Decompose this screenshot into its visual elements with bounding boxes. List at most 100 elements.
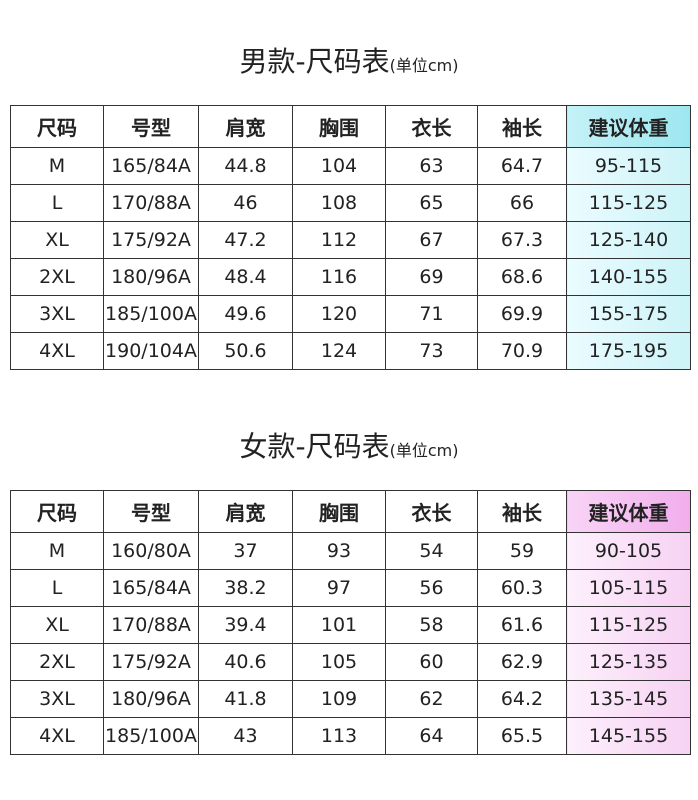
- cell: 190/104A: [103, 332, 199, 370]
- cell: 38.2: [198, 569, 293, 607]
- cell: 3XL: [10, 680, 104, 718]
- cell: 69: [385, 258, 478, 296]
- cell: 2XL: [10, 258, 104, 296]
- header-cell: 建议体重: [566, 105, 691, 148]
- cell: 105: [292, 643, 386, 681]
- header-cell: 袖长: [477, 490, 567, 533]
- cell: 62: [385, 680, 478, 718]
- header-cell: 袖长: [477, 105, 567, 148]
- cell: 4XL: [10, 332, 104, 370]
- cell: 41.8: [198, 680, 293, 718]
- cell: 65: [385, 184, 478, 222]
- cell: 66: [477, 184, 567, 222]
- cell: 165/84A: [103, 147, 199, 185]
- cell: 113: [292, 717, 386, 755]
- section-title: 女款-尺码表(单位cm): [0, 425, 698, 465]
- cell: 145-155: [566, 717, 691, 755]
- unit-note: (单位cm): [389, 441, 459, 460]
- cell: 120: [292, 295, 386, 333]
- cell: 140-155: [566, 258, 691, 296]
- header-row: 尺码 号型 肩宽 胸围 衣长 袖长 建议体重: [10, 105, 691, 148]
- title-text: 男款-尺码表: [239, 45, 390, 78]
- title-text: 女款-尺码表: [239, 430, 390, 463]
- cell: M: [10, 532, 104, 570]
- cell: 3XL: [10, 295, 104, 333]
- cell: 135-145: [566, 680, 691, 718]
- cell: 175/92A: [103, 643, 199, 681]
- cell: 155-175: [566, 295, 691, 333]
- cell: 170/88A: [103, 606, 199, 644]
- header-cell: 号型: [103, 105, 199, 148]
- cell: 58: [385, 606, 478, 644]
- cell: 125-135: [566, 643, 691, 681]
- cell: 64: [385, 717, 478, 755]
- cell: 160/80A: [103, 532, 199, 570]
- cell: 90-105: [566, 532, 691, 570]
- cell: XL: [10, 606, 104, 644]
- cell: L: [10, 569, 104, 607]
- table-row: 2XL 175/92A 40.6 105 60 62.9 125-135: [10, 643, 691, 681]
- header-cell: 尺码: [10, 490, 104, 533]
- cell: 62.9: [477, 643, 567, 681]
- table-row: 3XL 185/100A 49.6 120 71 69.9 155-175: [10, 295, 691, 333]
- table-row: L 170/88A 46 108 65 66 115-125: [10, 184, 691, 222]
- section-title: 男款-尺码表(单位cm): [0, 40, 698, 80]
- cell: M: [10, 147, 104, 185]
- cell: 185/100A: [103, 295, 199, 333]
- cell: 65.5: [477, 717, 567, 755]
- header-cell: 胸围: [292, 105, 386, 148]
- cell: 63: [385, 147, 478, 185]
- cell: 4XL: [10, 717, 104, 755]
- cell: 54: [385, 532, 478, 570]
- cell: XL: [10, 221, 104, 259]
- header-cell: 建议体重: [566, 490, 691, 533]
- cell: 37: [198, 532, 293, 570]
- cell: 175-195: [566, 332, 691, 370]
- cell: L: [10, 184, 104, 222]
- cell: 125-140: [566, 221, 691, 259]
- cell: 49.6: [198, 295, 293, 333]
- cell: 69.9: [477, 295, 567, 333]
- cell: 46: [198, 184, 293, 222]
- table-row: XL 175/92A 47.2 112 67 67.3 125-140: [10, 221, 691, 259]
- unit-note: (单位cm): [389, 56, 459, 75]
- table-row: L 165/84A 38.2 97 56 60.3 105-115: [10, 569, 691, 607]
- cell: 95-115: [566, 147, 691, 185]
- cell: 43: [198, 717, 293, 755]
- size-table: 尺码 号型 肩宽 胸围 衣长 袖长 建议体重 M 160/80A 37 93 54 59 90-105 L 1…: [10, 490, 691, 755]
- table-row: 4XL 190/104A 50.6 124 73 70.9 175-195: [10, 332, 691, 370]
- header-cell: 肩宽: [198, 490, 293, 533]
- cell: 112: [292, 221, 386, 259]
- cell: 39.4: [198, 606, 293, 644]
- cell: 115-125: [566, 184, 691, 222]
- cell: 48.4: [198, 258, 293, 296]
- cell: 60.3: [477, 569, 567, 607]
- cell: 180/96A: [103, 258, 199, 296]
- table-row: 2XL 180/96A 48.4 116 69 68.6 140-155: [10, 258, 691, 296]
- table-row: 3XL 180/96A 41.8 109 62 64.2 135-145: [10, 680, 691, 718]
- cell: 67: [385, 221, 478, 259]
- cell: 124: [292, 332, 386, 370]
- cell: 60: [385, 643, 478, 681]
- cell: 61.6: [477, 606, 567, 644]
- cell: 104: [292, 147, 386, 185]
- size-table: 尺码 号型 肩宽 胸围 衣长 袖长 建议体重 M 165/84A 44.8 104 63 64.7 95-…: [10, 105, 691, 370]
- cell: 180/96A: [103, 680, 199, 718]
- cell: 56: [385, 569, 478, 607]
- cell: 93: [292, 532, 386, 570]
- cell: 68.6: [477, 258, 567, 296]
- header-cell: 号型: [103, 490, 199, 533]
- cell: 165/84A: [103, 569, 199, 607]
- cell: 64.7: [477, 147, 567, 185]
- table-row: M 160/80A 37 93 54 59 90-105: [10, 532, 691, 570]
- cell: 67.3: [477, 221, 567, 259]
- cell: 47.2: [198, 221, 293, 259]
- header-cell: 衣长: [385, 105, 478, 148]
- header-cell: 尺码: [10, 105, 104, 148]
- header-cell: 衣长: [385, 490, 478, 533]
- cell: 105-115: [566, 569, 691, 607]
- cell: 71: [385, 295, 478, 333]
- cell: 116: [292, 258, 386, 296]
- cell: 170/88A: [103, 184, 199, 222]
